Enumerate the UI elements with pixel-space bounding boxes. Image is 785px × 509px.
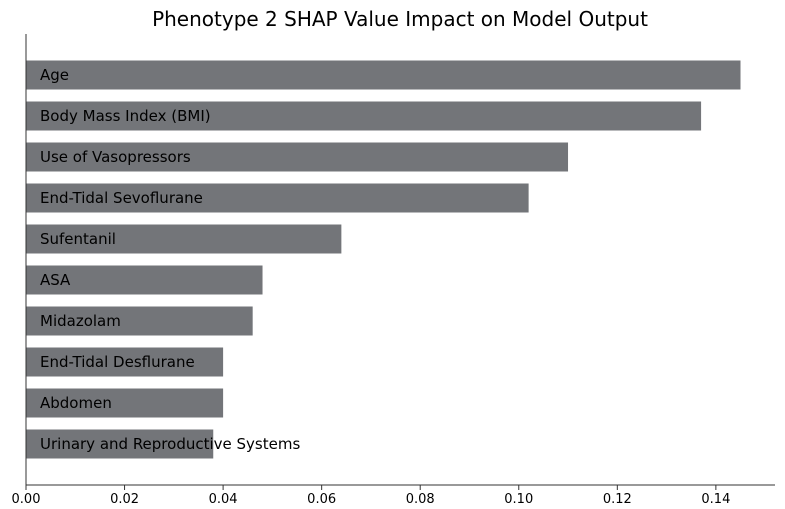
bar-label-2: Use of Vasopressors: [40, 148, 191, 166]
bar-label-6: Midazolam: [40, 312, 121, 330]
bar-label-5: ASA: [40, 271, 71, 289]
x-tick-label-7: 0.14: [701, 492, 730, 507]
chart-title: Phenotype 2 SHAP Value Impact on Model O…: [152, 7, 648, 31]
x-tick-label-4: 0.08: [406, 492, 435, 507]
x-tick-label-3: 0.06: [307, 492, 336, 507]
bar-label-1: Body Mass Index (BMI): [40, 107, 211, 125]
bar-7: [26, 347, 224, 377]
bar-0: [26, 60, 741, 90]
x-tick-label-1: 0.02: [110, 492, 139, 507]
x-tick-label-2: 0.04: [209, 492, 238, 507]
bar-label-3: End-Tidal Sevoflurane: [40, 189, 203, 207]
bar-9: [26, 429, 214, 459]
x-tick-label-6: 0.12: [603, 492, 632, 507]
bars-group: [26, 60, 741, 459]
bar-label-0: Age: [40, 66, 69, 84]
x-tick-label-0: 0.00: [12, 492, 41, 507]
bar-label-9: Urinary and Reproductive Systems: [40, 435, 300, 453]
bar-4: [26, 224, 342, 254]
bar-labels-group: Age Body Mass Index (BMI) Use of Vasopress…: [40, 66, 300, 453]
bar-6: [26, 306, 253, 336]
bar-label-4: Sufentanil: [40, 230, 116, 248]
bar-label-7: End-Tidal Desflurane: [40, 353, 195, 371]
bar-5: [26, 265, 263, 295]
bar-2: [26, 142, 569, 172]
bar-3: [26, 183, 529, 213]
x-ticks-group: 0.00 0.02 0.04 0.06 0.08 0.10 0.12 0.14: [12, 485, 730, 507]
x-tick-label-5: 0.10: [504, 492, 533, 507]
bar-1: [26, 101, 702, 131]
bar-8: [26, 388, 224, 418]
bar-label-8: Abdomen: [40, 394, 112, 412]
